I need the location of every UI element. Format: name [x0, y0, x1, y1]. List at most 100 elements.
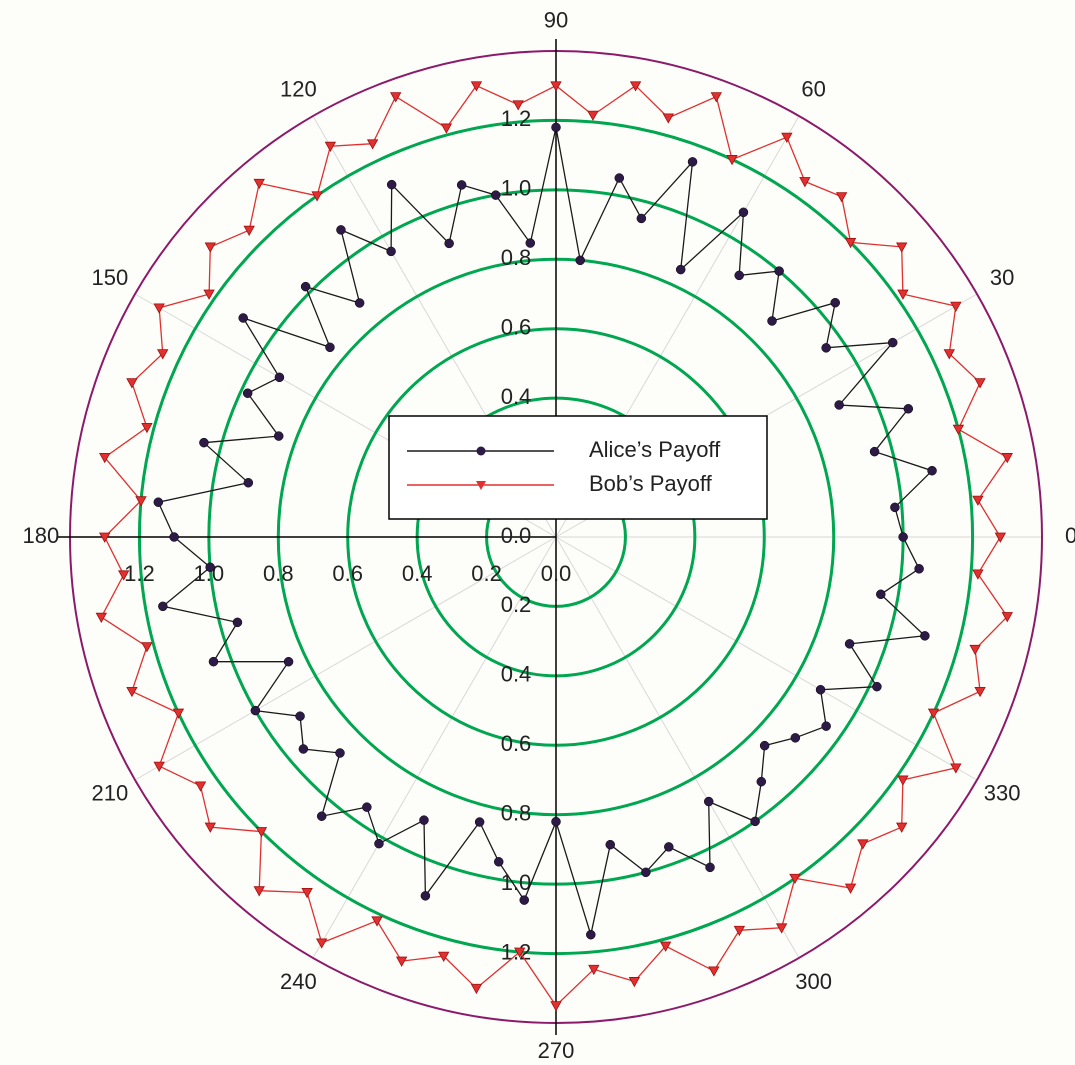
alice-marker [815, 684, 826, 695]
bob-marker [628, 977, 641, 988]
legend-marker [476, 481, 486, 490]
bob-marker [395, 956, 408, 967]
bob-marker [126, 686, 138, 698]
bob-marker [781, 132, 793, 143]
bob-marker [324, 141, 337, 152]
alice-marker [386, 246, 396, 257]
angle-tick-label: 150 [91, 265, 128, 290]
bob-marker [844, 883, 857, 894]
alice-marker [456, 180, 467, 190]
bob-marker [799, 177, 811, 188]
alice-marker [675, 264, 686, 275]
bob-marker [897, 289, 909, 300]
bob-marker [969, 644, 981, 656]
alice-marker [614, 173, 625, 183]
alice-marker [374, 838, 384, 849]
alice-marker [738, 207, 749, 218]
bob-marker [512, 100, 524, 111]
alice-marker [335, 748, 345, 758]
bob-marker [710, 92, 722, 103]
alice-marker [551, 122, 561, 133]
alice-marker [519, 895, 529, 905]
bob-marker [943, 349, 955, 360]
r-tick-label: 0.0 [541, 561, 572, 586]
bob-marker [255, 827, 268, 838]
r-tick-label: 0.8 [501, 801, 532, 826]
r-tick-label: 0.6 [332, 561, 363, 586]
bob-marker [99, 532, 111, 543]
alice-marker [790, 733, 801, 743]
r-tick-label: 0.6 [501, 315, 532, 340]
series-line [100, 84, 1009, 1007]
bob-marker [629, 81, 642, 92]
angle-tick-label: 210 [91, 780, 128, 805]
bob-marker [172, 708, 185, 719]
series-group [153, 122, 937, 940]
bob-marker [550, 1001, 562, 1012]
alice-marker [444, 238, 454, 249]
alice-marker [300, 281, 311, 292]
angle-tick-label: 300 [795, 969, 832, 994]
angle-tick-label: 180 [22, 523, 59, 548]
alice-marker [605, 839, 616, 850]
bob-marker [844, 238, 857, 249]
bob-marker [897, 775, 909, 786]
alice-marker [336, 225, 346, 235]
alice-marker [575, 255, 585, 266]
bob-marker [253, 886, 265, 897]
r-tick-label: 0.8 [263, 561, 294, 586]
bob-marker [141, 642, 153, 653]
bob-marker [708, 966, 720, 977]
bob-marker [141, 422, 153, 434]
bob-marker [153, 761, 165, 772]
alice-marker [354, 298, 365, 308]
alice-marker [687, 157, 698, 167]
alice-marker [774, 266, 784, 276]
r-tick-label: 0.4 [402, 561, 433, 586]
bob-marker [438, 951, 450, 962]
series-group [95, 81, 1013, 1012]
legend-label: Alice’s Payoff [589, 437, 721, 462]
bob-marker [1001, 453, 1013, 464]
alice-marker [636, 213, 647, 224]
angle-tick-label: 90 [544, 8, 568, 33]
angle-grid-line [555, 536, 978, 781]
alice-marker [759, 740, 770, 751]
alice-marker [586, 929, 596, 940]
bob-marker [950, 763, 962, 774]
alice-marker [493, 857, 504, 867]
bob-marker [896, 822, 908, 833]
bob-marker [994, 532, 1007, 543]
alice-marker [641, 867, 651, 878]
alice-marker [821, 721, 831, 731]
bob-marker [857, 839, 869, 850]
bob-marker [733, 925, 746, 937]
r-tick-label: 0.4 [501, 384, 532, 409]
bob-marker [371, 916, 383, 927]
alice-marker [158, 601, 168, 612]
alice-marker [876, 589, 886, 600]
alice-marker [316, 811, 327, 821]
alice-marker [872, 681, 882, 692]
bob-marker [440, 123, 453, 134]
bob-marker [550, 81, 562, 92]
alice-marker [898, 532, 908, 542]
r-tick-label: 1.0 [501, 870, 532, 895]
bob-marker [204, 822, 216, 833]
bob-marker [301, 888, 313, 899]
alice-marker [274, 372, 285, 383]
angle-tick-label: 270 [538, 1038, 575, 1063]
bob-marker [243, 225, 255, 236]
r-tick-label: 0.0 [501, 523, 532, 548]
angle-tick-label: 30 [990, 265, 1014, 290]
bob-marker [470, 81, 483, 92]
alice-marker [386, 179, 397, 190]
alice-marker [887, 337, 898, 348]
alice-marker [205, 562, 215, 573]
bob-marker [514, 947, 526, 958]
alice-marker [914, 564, 924, 574]
alice-marker [821, 343, 831, 353]
bob-marker [927, 708, 940, 719]
alice-marker [283, 656, 294, 667]
